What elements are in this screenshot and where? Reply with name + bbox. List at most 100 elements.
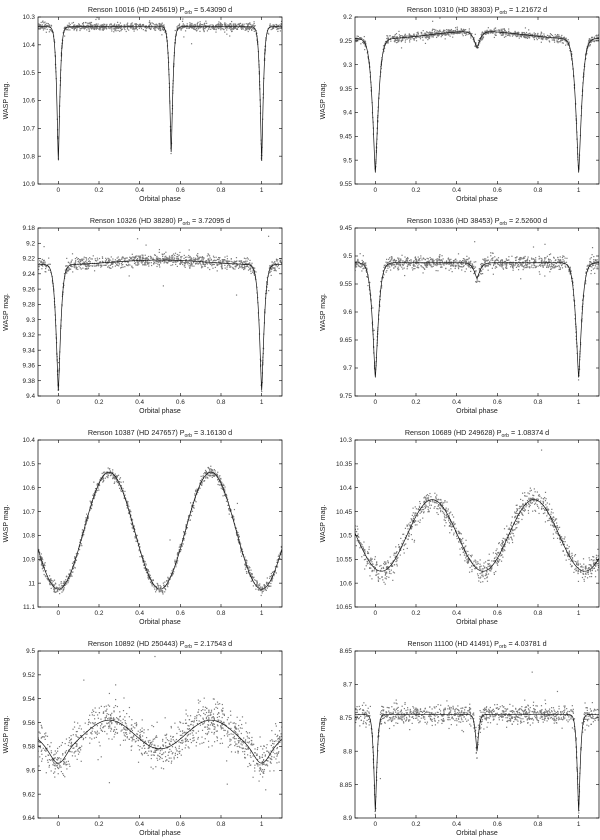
data-point bbox=[496, 259, 498, 261]
data-point bbox=[434, 264, 436, 266]
data-point bbox=[495, 34, 497, 36]
data-point bbox=[481, 37, 484, 39]
data-point bbox=[224, 256, 226, 258]
data-point bbox=[122, 491, 124, 493]
data-point bbox=[212, 475, 215, 477]
data-point bbox=[250, 27, 253, 29]
data-point bbox=[107, 262, 109, 264]
data-point bbox=[596, 266, 598, 268]
data-point bbox=[593, 40, 595, 43]
data-point bbox=[176, 26, 178, 28]
data-point bbox=[277, 559, 279, 561]
data-point bbox=[159, 27, 161, 29]
data-point bbox=[455, 258, 457, 260]
x-axis-label: Orbital phase bbox=[139, 408, 181, 415]
data-point bbox=[151, 264, 153, 267]
data-point bbox=[364, 40, 366, 42]
data-point bbox=[196, 23, 198, 25]
data-point bbox=[43, 246, 45, 248]
data-point bbox=[144, 262, 146, 264]
data-point bbox=[135, 27, 137, 29]
data-point bbox=[485, 264, 487, 266]
data-point bbox=[112, 28, 114, 30]
data-point bbox=[113, 31, 115, 33]
data-point bbox=[502, 263, 504, 265]
data-point bbox=[477, 39, 480, 41]
data-point bbox=[428, 32, 430, 34]
data-point bbox=[114, 259, 117, 261]
data-point bbox=[76, 256, 78, 259]
data-point bbox=[569, 266, 571, 269]
data-point bbox=[408, 263, 410, 265]
data-point bbox=[445, 263, 447, 265]
data-point bbox=[114, 481, 116, 483]
data-point bbox=[131, 27, 133, 29]
data-point bbox=[215, 256, 217, 258]
data-point bbox=[522, 262, 524, 264]
data-point bbox=[553, 257, 555, 259]
data-point bbox=[181, 27, 183, 30]
data-point bbox=[232, 24, 234, 26]
data-point bbox=[525, 259, 527, 262]
data-point bbox=[50, 26, 52, 28]
data-point bbox=[99, 28, 101, 30]
data-point bbox=[499, 264, 501, 267]
data-point bbox=[162, 260, 164, 262]
data-point bbox=[501, 32, 504, 34]
data-point bbox=[399, 261, 401, 263]
data-point bbox=[458, 264, 460, 266]
data-point bbox=[144, 260, 147, 262]
data-point bbox=[197, 21, 199, 24]
data-point bbox=[44, 564, 46, 567]
data-point bbox=[203, 23, 206, 25]
data-point bbox=[82, 25, 84, 27]
data-point bbox=[40, 27, 42, 29]
data-point bbox=[462, 261, 464, 263]
data-point bbox=[84, 268, 87, 270]
data-point bbox=[590, 37, 593, 39]
data-point bbox=[224, 22, 226, 24]
data-point bbox=[69, 24, 71, 26]
data-point bbox=[184, 264, 186, 266]
data-point bbox=[119, 259, 121, 261]
data-point bbox=[134, 255, 137, 258]
data-point bbox=[550, 260, 552, 262]
data-point bbox=[182, 23, 184, 25]
data-point bbox=[120, 262, 123, 265]
data-point bbox=[472, 38, 474, 40]
data-point bbox=[585, 272, 587, 274]
data-point bbox=[139, 257, 141, 259]
data-point bbox=[397, 39, 399, 42]
data-point bbox=[391, 258, 393, 260]
data-point bbox=[253, 22, 255, 25]
data-point bbox=[90, 27, 93, 29]
data-point bbox=[400, 260, 402, 262]
data-point bbox=[359, 37, 361, 39]
data-point bbox=[162, 258, 165, 260]
data-point bbox=[549, 264, 551, 266]
data-point bbox=[522, 34, 524, 36]
data-point bbox=[369, 281, 371, 284]
data-point bbox=[80, 24, 82, 27]
data-point bbox=[214, 260, 216, 262]
data-point bbox=[194, 489, 197, 491]
data-point bbox=[248, 26, 251, 28]
data-point bbox=[560, 38, 562, 41]
data-point bbox=[405, 259, 407, 261]
data-point bbox=[254, 270, 256, 272]
data-point bbox=[69, 29, 71, 31]
data-point bbox=[112, 25, 114, 27]
data-point bbox=[469, 267, 472, 269]
data-point bbox=[431, 36, 433, 38]
data-point bbox=[83, 25, 85, 27]
data-point bbox=[596, 36, 598, 38]
data-point bbox=[417, 33, 419, 35]
data-point bbox=[97, 263, 99, 265]
panel-title-subscript: orb bbox=[183, 221, 191, 227]
data-point bbox=[486, 259, 489, 261]
data-point bbox=[201, 257, 204, 259]
data-point bbox=[530, 266, 532, 268]
data-point bbox=[483, 258, 486, 260]
data-point bbox=[390, 263, 392, 265]
data-point bbox=[274, 261, 276, 263]
